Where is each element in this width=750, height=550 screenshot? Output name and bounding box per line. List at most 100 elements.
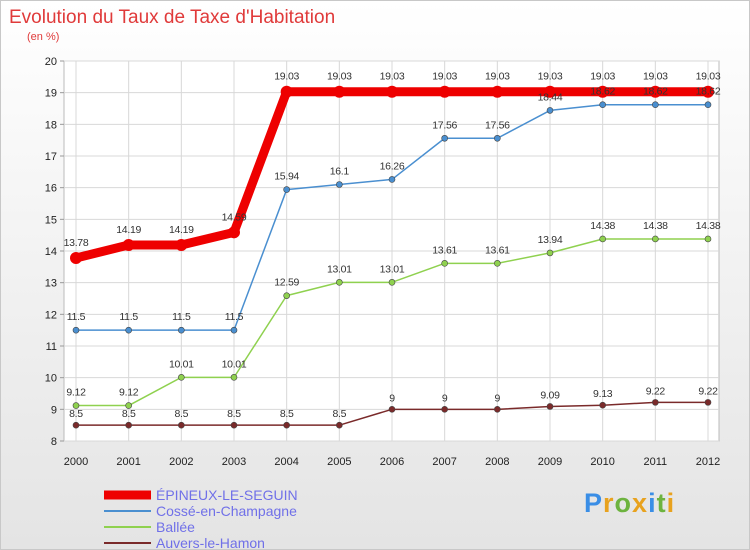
data-point [228, 226, 240, 239]
y-tick-label: 9 [51, 404, 57, 416]
y-tick-label: 11 [46, 341, 57, 353]
data-label: 13.01 [327, 263, 352, 275]
data-label: 8.5 [174, 408, 188, 420]
data-label: 9.12 [66, 387, 86, 399]
data-label: 8.5 [122, 408, 136, 420]
data-point [599, 101, 606, 108]
x-tick-label: 2010 [590, 456, 614, 468]
data-point [652, 101, 659, 108]
data-label: 17.56 [485, 119, 510, 131]
data-point [125, 326, 132, 334]
logo-letter: x [632, 488, 649, 518]
legend-label: Cossé-en-Champagne [156, 503, 297, 519]
data-point [336, 421, 343, 429]
data-point [544, 85, 556, 98]
data-label: 10.01 [222, 358, 247, 370]
data-point [283, 186, 290, 193]
data-label: 14.59 [222, 211, 247, 223]
data-label: 11.5 [119, 311, 138, 323]
data-label: 8.5 [69, 408, 83, 420]
data-point [230, 421, 238, 429]
data-point [494, 406, 501, 413]
x-tick-label: 2005 [327, 456, 351, 468]
data-label: 19.03 [432, 71, 457, 83]
logo-letter: o [614, 488, 633, 518]
x-tick-label: 2009 [538, 456, 562, 468]
y-tick-label: 19 [45, 88, 57, 100]
y-tick-label: 15 [45, 214, 57, 226]
data-point [438, 85, 451, 98]
logo-letter: P [584, 488, 604, 518]
data-point [388, 176, 396, 183]
data-point [178, 374, 185, 381]
data-point [283, 292, 290, 299]
data-point [125, 421, 132, 429]
data-point [70, 251, 82, 264]
data-point [122, 238, 135, 251]
legend-label: Ballée [156, 519, 195, 535]
x-tick-label: 2003 [222, 456, 246, 468]
data-point [704, 399, 712, 406]
data-point [546, 107, 554, 114]
data-label: 9.09 [540, 389, 560, 401]
data-point [652, 235, 659, 243]
data-label: 19.03 [590, 71, 615, 83]
data-point [441, 260, 448, 267]
x-tick-label: 2001 [116, 456, 140, 468]
y-tick-label: 12 [45, 309, 57, 321]
data-label: 18.62 [590, 86, 615, 98]
data-point [494, 134, 501, 142]
y-tick-label: 18 [45, 119, 57, 131]
data-label: 13.01 [380, 263, 405, 275]
data-label: 16.26 [380, 160, 405, 172]
data-label: 11.5 [172, 311, 191, 323]
data-point [72, 402, 80, 409]
y-tick-label: 20 [45, 56, 57, 68]
x-tick-label: 2008 [485, 456, 509, 468]
data-point [388, 406, 396, 413]
x-tick-label: 2011 [644, 456, 668, 468]
unit-label: (en %) [27, 31, 60, 43]
data-point [441, 134, 448, 142]
data-point [599, 401, 606, 409]
data-label: 18.62 [643, 86, 668, 98]
x-tick-label: 2007 [432, 456, 456, 468]
x-tick-label: 2006 [380, 456, 404, 468]
data-label: 19.03 [643, 71, 668, 83]
logo-letter: i [666, 488, 676, 518]
logo-letter: i [648, 488, 657, 518]
data-point [175, 238, 188, 251]
data-label: 14.19 [169, 224, 194, 236]
logo-letter: t [656, 488, 667, 518]
logo-letter: r [603, 488, 615, 518]
data-point [72, 326, 80, 334]
data-label: 13.61 [485, 244, 510, 256]
data-label: 19.03 [696, 71, 721, 83]
data-label: 18.44 [538, 91, 563, 103]
y-tick-label: 16 [45, 183, 57, 195]
data-point [494, 260, 501, 267]
data-label: 8.5 [227, 408, 241, 420]
data-label: 13.94 [538, 234, 563, 246]
data-label: 19.03 [538, 71, 563, 83]
data-point [649, 85, 662, 98]
data-point [702, 85, 714, 98]
data-label: 19.03 [380, 71, 405, 83]
data-label: 14.38 [643, 220, 668, 232]
y-tick-label: 17 [45, 151, 57, 163]
data-point [596, 85, 609, 98]
data-label: 18.62 [696, 86, 721, 98]
y-tick-label: 8 [51, 436, 57, 448]
data-point [336, 279, 343, 286]
data-label: 9.12 [119, 387, 139, 399]
x-tick-label: 2012 [696, 456, 720, 468]
data-point [599, 235, 606, 243]
data-label: 8.5 [280, 408, 294, 420]
y-tick-label: 10 [45, 373, 57, 385]
y-tick-label: 14 [45, 246, 57, 258]
data-label: 8.5 [332, 408, 346, 420]
data-point [333, 85, 346, 98]
data-label: 11.5 [67, 311, 86, 323]
data-point [546, 249, 554, 257]
